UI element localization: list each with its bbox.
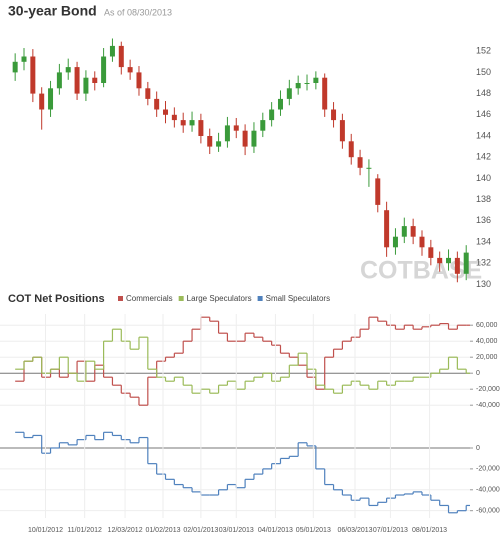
y-tick-label: 60,000	[476, 322, 498, 329]
y-tick-label: -20,000	[476, 466, 500, 473]
y-tick-label: 0	[476, 370, 480, 377]
candle-body	[198, 120, 204, 136]
candle-body	[207, 136, 213, 147]
x-tick-label: 12/03/2012	[108, 527, 143, 534]
candle-body	[454, 257, 460, 274]
candle-body	[419, 236, 425, 248]
candle-body	[48, 88, 54, 110]
y-tick-label: 134	[476, 236, 491, 246]
y-tick-label: 142	[476, 152, 491, 162]
candle-body	[277, 98, 283, 110]
y-tick-label: 136	[476, 215, 491, 225]
candle-body	[154, 98, 160, 110]
x-tick-label: 06/03/2013	[338, 527, 373, 534]
candle-body	[313, 77, 319, 83]
y-tick-label: 148	[476, 88, 491, 98]
candle-body	[56, 72, 62, 89]
legend-swatch	[178, 296, 184, 301]
candle-body	[366, 167, 372, 169]
candle-body	[437, 257, 443, 264]
candle-body	[127, 67, 133, 73]
y-tick-label: 144	[476, 130, 491, 140]
candle-body	[145, 88, 151, 99]
y-tick-label: 130	[476, 279, 491, 289]
candle-body	[21, 56, 27, 62]
candle-body	[224, 125, 230, 142]
cot-title: COT Net Positions	[8, 293, 105, 305]
y-tick-label: 40,000	[476, 338, 498, 345]
candle-body	[322, 77, 328, 110]
candle-body	[65, 67, 71, 73]
y-tick-label: 0	[476, 445, 480, 452]
x-tick-label: 07/01/2013	[373, 527, 408, 534]
y-tick-label: -40,000	[476, 487, 500, 494]
candle-body	[101, 56, 107, 83]
x-tick-label: 11/01/2012	[67, 527, 102, 534]
y-tick-label: 140	[476, 173, 491, 183]
candle-body	[348, 141, 354, 158]
candle-body	[260, 120, 266, 131]
y-tick-label: 150	[476, 67, 491, 77]
candle-body	[189, 120, 195, 126]
candle-body	[180, 120, 186, 126]
candle-body	[216, 141, 222, 147]
candle-body	[339, 120, 345, 142]
y-tick-label: 138	[476, 194, 491, 204]
y-tick-label: 152	[476, 46, 491, 56]
y-tick-label: -60,000	[476, 508, 500, 515]
x-tick-label: 08/01/2013	[412, 527, 447, 534]
candle-body	[92, 77, 98, 83]
legend-label: Large Speculators	[187, 294, 252, 303]
legend-label: Commercials	[126, 294, 173, 303]
candle-body	[357, 157, 363, 168]
candle-body	[109, 45, 115, 57]
candle-body	[136, 72, 142, 89]
y-tick-label: -20,000	[476, 386, 500, 393]
candle-body	[251, 130, 257, 147]
candle-body	[428, 247, 434, 258]
candle-body	[118, 45, 124, 68]
x-tick-label: 02/01/2013	[183, 527, 218, 534]
candle-body	[163, 109, 169, 115]
candle-body	[384, 210, 390, 248]
legend-swatch	[257, 296, 263, 301]
candle-body	[233, 125, 239, 131]
y-tick-label: -40,000	[476, 402, 500, 409]
candle-body	[392, 236, 398, 248]
legend-label: Small Speculators	[266, 294, 330, 303]
candle-body	[39, 93, 45, 110]
candle-body	[331, 109, 337, 121]
candle-body	[463, 252, 469, 274]
candle-body	[410, 226, 416, 237]
candle-body	[401, 226, 407, 237]
legend-swatch	[118, 296, 123, 301]
y-tick-label: 146	[476, 109, 491, 119]
y-tick-label: 20,000	[476, 354, 498, 361]
candle-body	[83, 77, 89, 94]
chart-title: 30-year Bond	[8, 3, 97, 19]
chart-subtitle: As of 08/30/2013	[104, 7, 172, 17]
watermark: COTBASE	[360, 257, 482, 285]
candle-body	[286, 88, 292, 99]
x-tick-label: 10/01/2012	[28, 527, 63, 534]
x-tick-label: 01/02/2013	[145, 527, 180, 534]
candle-body	[375, 178, 381, 205]
candle-body	[242, 130, 248, 147]
candle-body	[30, 56, 36, 94]
y-tick-label: 132	[476, 258, 491, 268]
candle-body	[171, 114, 177, 121]
candle-body	[304, 83, 310, 84]
candle-body	[74, 67, 80, 94]
candle-body	[295, 83, 301, 89]
x-tick-label: 04/01/2013	[258, 527, 293, 534]
x-tick-label: 05/01/2013	[296, 527, 331, 534]
candle-body	[269, 109, 275, 121]
candle-body	[446, 257, 452, 264]
x-tick-label: 03/01/2013	[219, 527, 254, 534]
candle-body	[12, 61, 18, 73]
